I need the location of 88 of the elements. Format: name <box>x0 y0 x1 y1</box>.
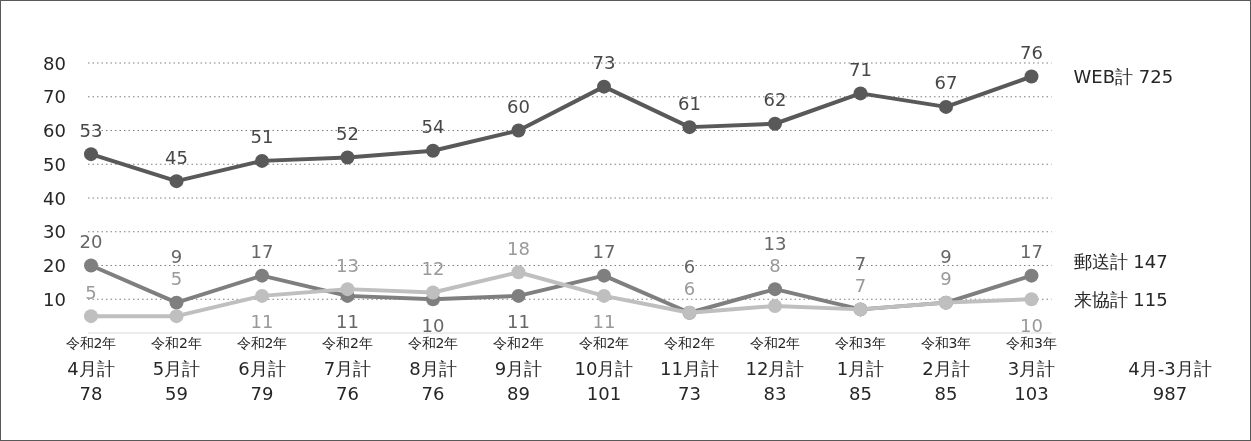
data-label: 17 <box>250 241 274 263</box>
point <box>340 282 355 297</box>
y-tick-label: 20 <box>43 255 66 276</box>
x-tick-label: 令和2年 10月計 101 <box>574 335 634 404</box>
data-label: 52 <box>336 123 359 144</box>
point <box>1024 69 1039 84</box>
data-label: 17 <box>592 241 616 263</box>
data-label: 20 <box>79 231 103 252</box>
y-tick-label: 10 <box>43 288 66 310</box>
x-tick-label: 令和2年 6月計 79 <box>236 335 288 404</box>
point <box>255 268 269 283</box>
y-tick-label: 40 <box>43 187 66 209</box>
data-label: 9 <box>170 246 183 268</box>
x-tick-label: 令和2年 7月計 76 <box>322 335 373 404</box>
data-label: 73 <box>592 52 616 74</box>
x-tick-label: 令和2年 5月計 59 <box>151 335 202 404</box>
point <box>84 309 98 324</box>
data-label: 5 <box>85 281 97 303</box>
point <box>84 258 98 273</box>
data-label: 9 <box>940 268 952 290</box>
point <box>169 174 184 189</box>
x-tick-label: 令和2年 4月計 78 <box>65 335 117 404</box>
point <box>1024 292 1039 307</box>
data-label: 45 <box>165 146 188 168</box>
point <box>597 268 611 283</box>
data-label: 7 <box>854 274 867 296</box>
data-label: 18 <box>507 237 530 259</box>
point <box>597 79 611 94</box>
point <box>255 153 269 168</box>
data-label: 11 <box>250 311 274 333</box>
data-label: 10 <box>1020 314 1043 336</box>
y-tick-label: 60 <box>43 120 66 141</box>
x-tick-label: 令和2年 9月計 89 <box>493 335 544 404</box>
point <box>597 288 611 303</box>
point <box>768 282 782 297</box>
point <box>1024 268 1039 283</box>
data-label: 53 <box>79 119 103 141</box>
point <box>426 143 440 158</box>
point <box>682 120 697 135</box>
data-label: 51 <box>250 126 274 148</box>
data-label: 8 <box>769 254 781 276</box>
point <box>939 99 953 114</box>
data-label: 12 <box>421 258 445 279</box>
data-label: 71 <box>849 58 872 80</box>
data-label: 54 <box>421 116 445 138</box>
data-label: 7 <box>854 252 867 274</box>
x-tick-label: 令和3年 1月計 85 <box>835 335 886 404</box>
x-tick-label: 令和2年 12月計 83 <box>745 335 805 404</box>
data-label: 61 <box>678 92 701 114</box>
point <box>853 86 868 101</box>
y-tick-label: 50 <box>43 153 66 175</box>
point <box>84 147 98 162</box>
data-label: 6 <box>683 256 696 278</box>
data-label: 13 <box>763 232 787 254</box>
point <box>511 265 526 280</box>
point <box>340 150 355 165</box>
text: 4月-3月計 987 <box>1128 357 1212 404</box>
x-tick-label: 令和3年 3月計 103 <box>1006 335 1057 404</box>
data-label: 13 <box>336 254 359 276</box>
data-label: 9 <box>940 246 952 268</box>
data-label: 6 <box>683 278 696 300</box>
y-tick-label: 70 <box>43 86 66 108</box>
point <box>768 299 782 313</box>
data-label: 11 <box>507 311 530 333</box>
point <box>255 288 269 303</box>
series-label: 郵送計 147 <box>1073 250 1168 272</box>
point <box>169 309 184 324</box>
x-tick-label: 令和3年 2月計 85 <box>920 335 972 404</box>
data-label: 67 <box>934 72 958 94</box>
x-tick-label: 令和2年 11月計 73 <box>660 335 719 404</box>
y-tick-label: 30 <box>43 221 66 243</box>
data-label: 76 <box>1020 42 1043 63</box>
series-label: WEB計 725 <box>1073 66 1174 87</box>
data-label: 10 <box>421 314 445 336</box>
point <box>169 295 184 310</box>
data-label: 5 <box>170 268 183 290</box>
x-tick-label: 令和2年 8月計 76 <box>407 335 459 404</box>
point <box>511 288 526 303</box>
data-label: 60 <box>507 96 530 117</box>
data-label: 62 <box>763 89 787 111</box>
data-label: 17 <box>1020 241 1043 263</box>
data-label: 11 <box>592 311 616 333</box>
y-tick-label: 80 <box>43 52 66 74</box>
point <box>768 116 782 131</box>
point <box>511 123 526 138</box>
point <box>426 285 440 300</box>
series-label: 来協計 115 <box>1073 288 1168 310</box>
data-label: 11 <box>336 311 359 333</box>
